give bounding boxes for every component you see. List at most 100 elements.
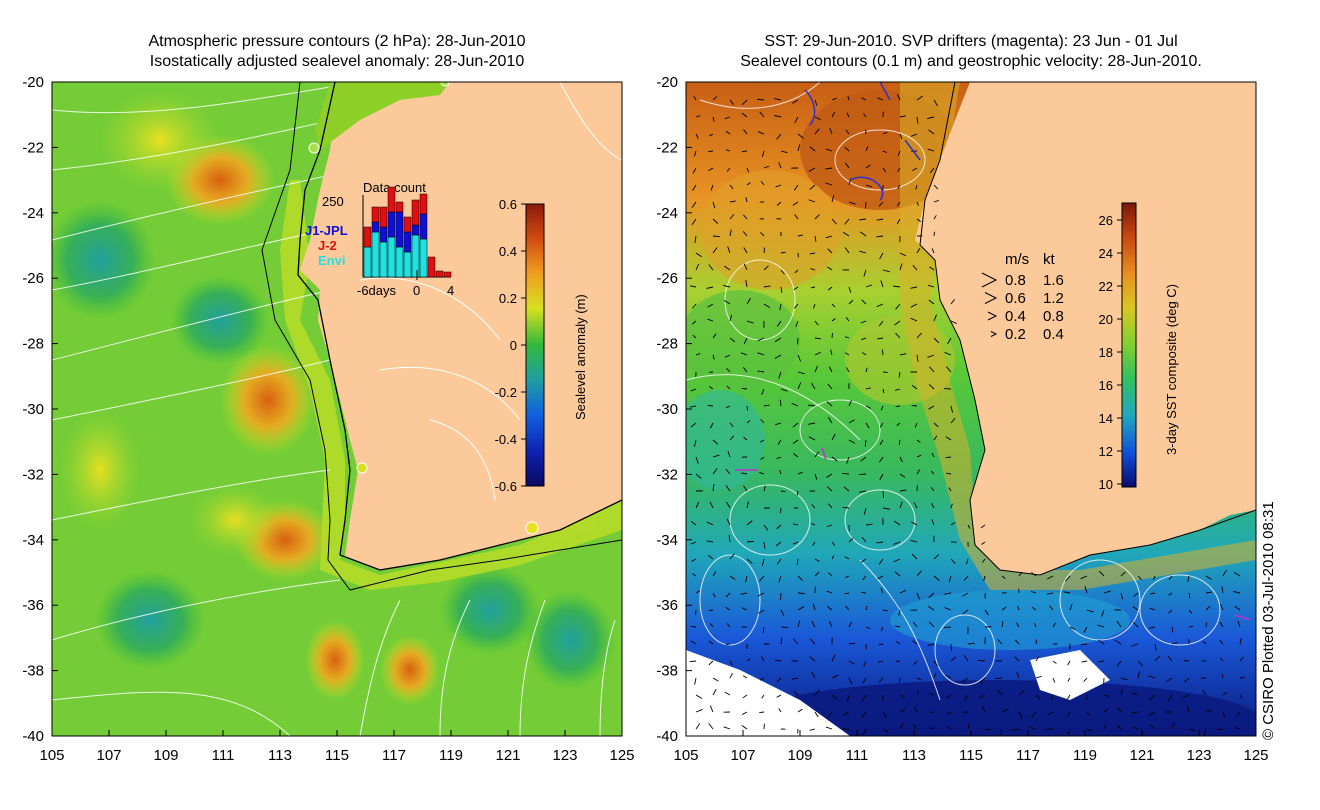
right-x-tick-label: 121 — [1129, 747, 1154, 764]
velocity-arrow — [1217, 729, 1223, 730]
cool-eddy — [170, 275, 270, 365]
right-x-tick-label: 125 — [1243, 747, 1268, 764]
left-y-tick-label: -30 — [22, 401, 44, 418]
left-y-tick-label: -26 — [22, 270, 44, 287]
inset-histogram-bar — [420, 239, 427, 277]
left-y-tick-label: -36 — [22, 597, 44, 614]
inset-xlabel-zero: 0 — [413, 283, 420, 298]
warm-eddy — [305, 620, 365, 700]
credit-text: © CSIRO Plotted 03-Jul-2010 08:31 — [1260, 501, 1277, 740]
warm-eddy — [380, 635, 440, 705]
right-x-tick-label: 123 — [1186, 747, 1211, 764]
velocity-arrow — [843, 507, 849, 508]
velocity-arrow — [882, 350, 883, 355]
right-y-tick-label: -38 — [656, 663, 678, 680]
sst-colorbar-tick-label: 10 — [1099, 477, 1113, 492]
right-x-tick-label: 119 — [1073, 747, 1097, 764]
velocity-arrow — [798, 593, 805, 594]
inset-histogram-bar — [372, 232, 379, 277]
velocity-arrow — [944, 627, 951, 628]
velocity-legend-kt-header: kt — [1043, 251, 1056, 268]
velocity-arrow — [896, 661, 900, 662]
velocity-legend-ms: 0.2 — [1005, 326, 1026, 343]
sst-colorbar-tick-label: 14 — [1099, 411, 1113, 426]
sst-colorbar-label: 3-day SST composite (deg C) — [1164, 284, 1179, 455]
inset-histogram-bar — [372, 222, 379, 232]
sst-colorbar-ramp — [1122, 203, 1136, 487]
inset-histogram-bar — [396, 212, 403, 247]
inset-histogram-bar — [380, 207, 387, 227]
right-x-tick-label: 109 — [787, 747, 812, 764]
velocity-arrow — [708, 151, 713, 152]
right-x-tick-label: 115 — [959, 747, 983, 764]
inset-histogram-bar — [412, 200, 419, 225]
inset-ymax-label: 250 — [322, 194, 344, 209]
sst-colorbar-tick-label: 24 — [1099, 246, 1113, 261]
sealevel-colorbar-tick-label: -0.6 — [495, 479, 517, 494]
right-y-tick-label: -28 — [656, 336, 678, 353]
left-x-tick-label: 117 — [382, 747, 406, 764]
velocity-arrow — [912, 405, 917, 406]
right-y-tick-label: -30 — [656, 401, 678, 418]
velocity-arrow — [865, 202, 866, 209]
sealevel-colorbar-tick-label: -0.2 — [495, 385, 517, 400]
velocity-arrow — [695, 610, 696, 615]
velocity-arrow — [709, 610, 713, 611]
right-y-tick-label: -26 — [656, 270, 678, 287]
velocity-arrow — [861, 592, 866, 593]
velocity-legend-ms: 0.4 — [1005, 308, 1026, 325]
left-y-tick-label: -24 — [22, 205, 44, 222]
sealevel-colorbar-label: Sealevel anomaly (m) — [573, 294, 588, 420]
inset-histogram-bar — [404, 252, 411, 277]
left-y-tick-label: -34 — [22, 532, 44, 549]
inset-histogram-bar — [364, 227, 371, 247]
velocity-legend-ms: 0.6 — [1005, 290, 1026, 307]
left-y-tick-label: -22 — [22, 139, 44, 156]
inset-histogram-bar — [396, 202, 403, 212]
cool-eddy — [95, 570, 205, 670]
sealevel-colorbar-tick-label: -0.4 — [495, 432, 517, 447]
right-x-tick-label: 111 — [846, 747, 869, 764]
inset-histogram-bar — [412, 225, 419, 235]
inset-histogram-bar — [404, 232, 411, 252]
legend-j1-jpl: J1-JPL — [305, 223, 348, 238]
tide-gauge-marker — [357, 463, 367, 473]
right-y-tick-label: -20 — [656, 74, 678, 91]
velocity-arrow — [764, 247, 765, 253]
velocity-arrow — [859, 474, 866, 475]
sealevel-colorbar-tick-label: 0.4 — [499, 244, 517, 259]
velocity-arrow — [726, 644, 730, 645]
left-x-tick-label: 123 — [552, 747, 577, 764]
left-x-tick-label: 107 — [96, 747, 121, 764]
velocity-legend-ms-header: m/s — [1005, 251, 1029, 268]
inset-histogram-bar — [396, 247, 403, 277]
legend-envi: Envi — [318, 253, 345, 268]
inset-histogram-bar — [444, 272, 451, 277]
left-y-tick-label: -38 — [22, 663, 44, 680]
inset-histogram-bar — [372, 207, 379, 222]
sst-colorbar-tick-label: 22 — [1099, 279, 1113, 294]
velocity-legend-kt: 0.8 — [1043, 308, 1064, 325]
velocity-legend-kt: 1.2 — [1043, 290, 1064, 307]
right-y-tick-label: -32 — [656, 466, 678, 483]
velocity-arrow — [1172, 627, 1173, 632]
inset-histogram-bar — [404, 217, 411, 232]
velocity-arrow — [780, 508, 781, 513]
velocity-legend-kt: 0.4 — [1043, 326, 1064, 343]
inset-histogram-bar — [380, 227, 387, 242]
inset-histogram-bar — [436, 271, 443, 277]
velocity-arrow — [978, 660, 985, 661]
sst-colorbar-tick-label: 12 — [1099, 444, 1113, 459]
inset-histogram-bar — [364, 247, 371, 277]
inset-histogram-bar — [388, 187, 395, 212]
right-x-tick-label: 105 — [673, 747, 698, 764]
velocity-legend-kt: 1.6 — [1043, 272, 1064, 289]
velocity-arrow — [747, 406, 748, 411]
right-x-tick-label: 117 — [1016, 747, 1040, 764]
left-x-tick-label: 105 — [39, 747, 64, 764]
sealevel-colorbar-ramp — [526, 204, 544, 486]
inset-xlabel-start: -6days — [357, 283, 397, 298]
inset-histogram-bar — [388, 237, 395, 277]
sst-colorbar-tick-label: 16 — [1099, 378, 1113, 393]
velocity-arrow — [899, 678, 900, 683]
